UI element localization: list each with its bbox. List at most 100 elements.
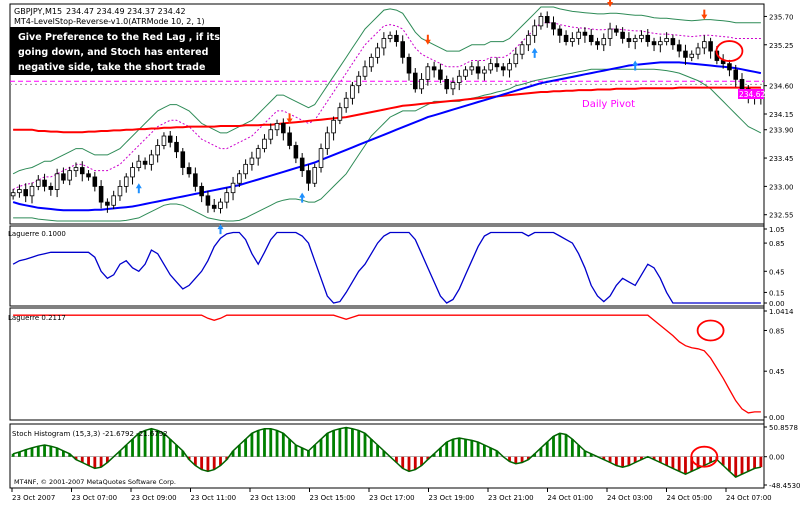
y-tick-label: 50.8578 [769, 424, 798, 432]
candle-body [369, 56, 374, 68]
candle [431, 61, 437, 78]
candle [193, 167, 198, 192]
candle [224, 187, 230, 209]
candle [98, 180, 104, 209]
candle-body [488, 63, 493, 71]
candle-body [98, 185, 104, 203]
candle [130, 162, 135, 185]
lower-band-line [13, 68, 762, 222]
candle-body [356, 75, 362, 87]
y-tick-label: 0.45 [769, 368, 785, 376]
laguerre-slow-line [13, 314, 761, 414]
x-axis-label: 23 Oct 13:00 [250, 494, 296, 502]
candle [79, 161, 85, 182]
candle-body [274, 123, 280, 131]
candle-body [67, 170, 72, 181]
candle-body [444, 78, 449, 90]
candle [526, 30, 531, 52]
candle [400, 35, 405, 64]
candle-body [337, 107, 343, 121]
candle-body [645, 34, 651, 43]
y-tick-label: 234.60 [769, 83, 794, 91]
laguerre-fast-line [12, 231, 761, 304]
y-tick-label: 235.25 [769, 42, 794, 50]
candle [117, 180, 123, 201]
candle-body [664, 38, 669, 43]
candle-body [463, 69, 468, 77]
red-lag-line [13, 86, 761, 134]
candle [312, 163, 318, 188]
candle [161, 132, 167, 150]
arrow-down-icon [701, 9, 708, 20]
candle-body [626, 38, 632, 43]
candle [123, 173, 129, 193]
candle-body [23, 189, 28, 197]
y-tick-label: 0.00 [769, 454, 785, 462]
candle [343, 91, 349, 113]
candle-body [167, 135, 173, 143]
annotation-line-2: going down, and Stoch has entered [18, 47, 208, 58]
candle [237, 170, 242, 188]
arrow-down-icon [424, 34, 431, 45]
candle-body [79, 167, 85, 175]
x-axis-label: 23 Oct 11:00 [191, 494, 237, 502]
candle-body [17, 189, 22, 194]
candle [632, 34, 638, 50]
candle [670, 34, 676, 50]
candle [211, 198, 217, 213]
y-tick-label: 232.55 [769, 212, 794, 220]
candle-body [199, 185, 204, 197]
x-axis-label: 23 Oct 17:00 [369, 494, 415, 502]
candle-body [136, 160, 142, 168]
candle-body [281, 123, 286, 134]
y-tick-label: 233.45 [769, 155, 794, 163]
candle-body [438, 69, 443, 80]
candle [626, 32, 632, 48]
stoch-signal-line [12, 426, 762, 478]
grid [10, 80, 764, 85]
candle [576, 28, 581, 45]
chart-title: GBPJPY,M15 [14, 7, 62, 16]
candle-body [293, 145, 299, 159]
candle-body [325, 132, 330, 150]
candle-body [632, 38, 638, 43]
candle [199, 182, 204, 203]
candle-body [61, 173, 66, 181]
candle-body [563, 34, 569, 43]
candle-body [456, 75, 462, 83]
candle-body [48, 185, 54, 190]
y-tick-label: 0.85 [769, 327, 785, 335]
candle-body [601, 38, 607, 46]
level-stop-upper [12, 22, 761, 190]
x-axis-label: 23 Oct 09:00 [131, 494, 177, 502]
candle [255, 144, 261, 166]
candle [570, 32, 575, 47]
arrow-down-icon [607, 0, 614, 7]
candle [645, 29, 651, 47]
candle-body [54, 173, 60, 190]
candle [149, 149, 154, 171]
x-axis-label: 24 Oct 05:00 [667, 494, 713, 502]
candle-body [111, 195, 116, 206]
y-tick-labels: 235.70 235.25 234.60 234.15 233.90 233.45 233.… [764, 13, 800, 490]
candle-body [381, 38, 387, 49]
candle [375, 42, 380, 64]
annotation-line-3: negative side, take the short trade [18, 62, 205, 73]
candle-body [538, 16, 544, 27]
candle-body [607, 28, 613, 39]
candle-body [576, 31, 581, 39]
candle-body [425, 66, 431, 80]
candle-body [658, 41, 663, 46]
candle-body [174, 141, 179, 153]
candle-body [532, 25, 537, 36]
candles [10, 11, 764, 214]
y-tick-label: 235.70 [769, 13, 794, 21]
candle [469, 61, 475, 75]
candle-body [155, 145, 160, 156]
candle [595, 37, 600, 50]
candle-body [230, 182, 236, 194]
candle [639, 30, 644, 43]
upper-band-line [12, 6, 761, 175]
candle-body [727, 63, 732, 71]
